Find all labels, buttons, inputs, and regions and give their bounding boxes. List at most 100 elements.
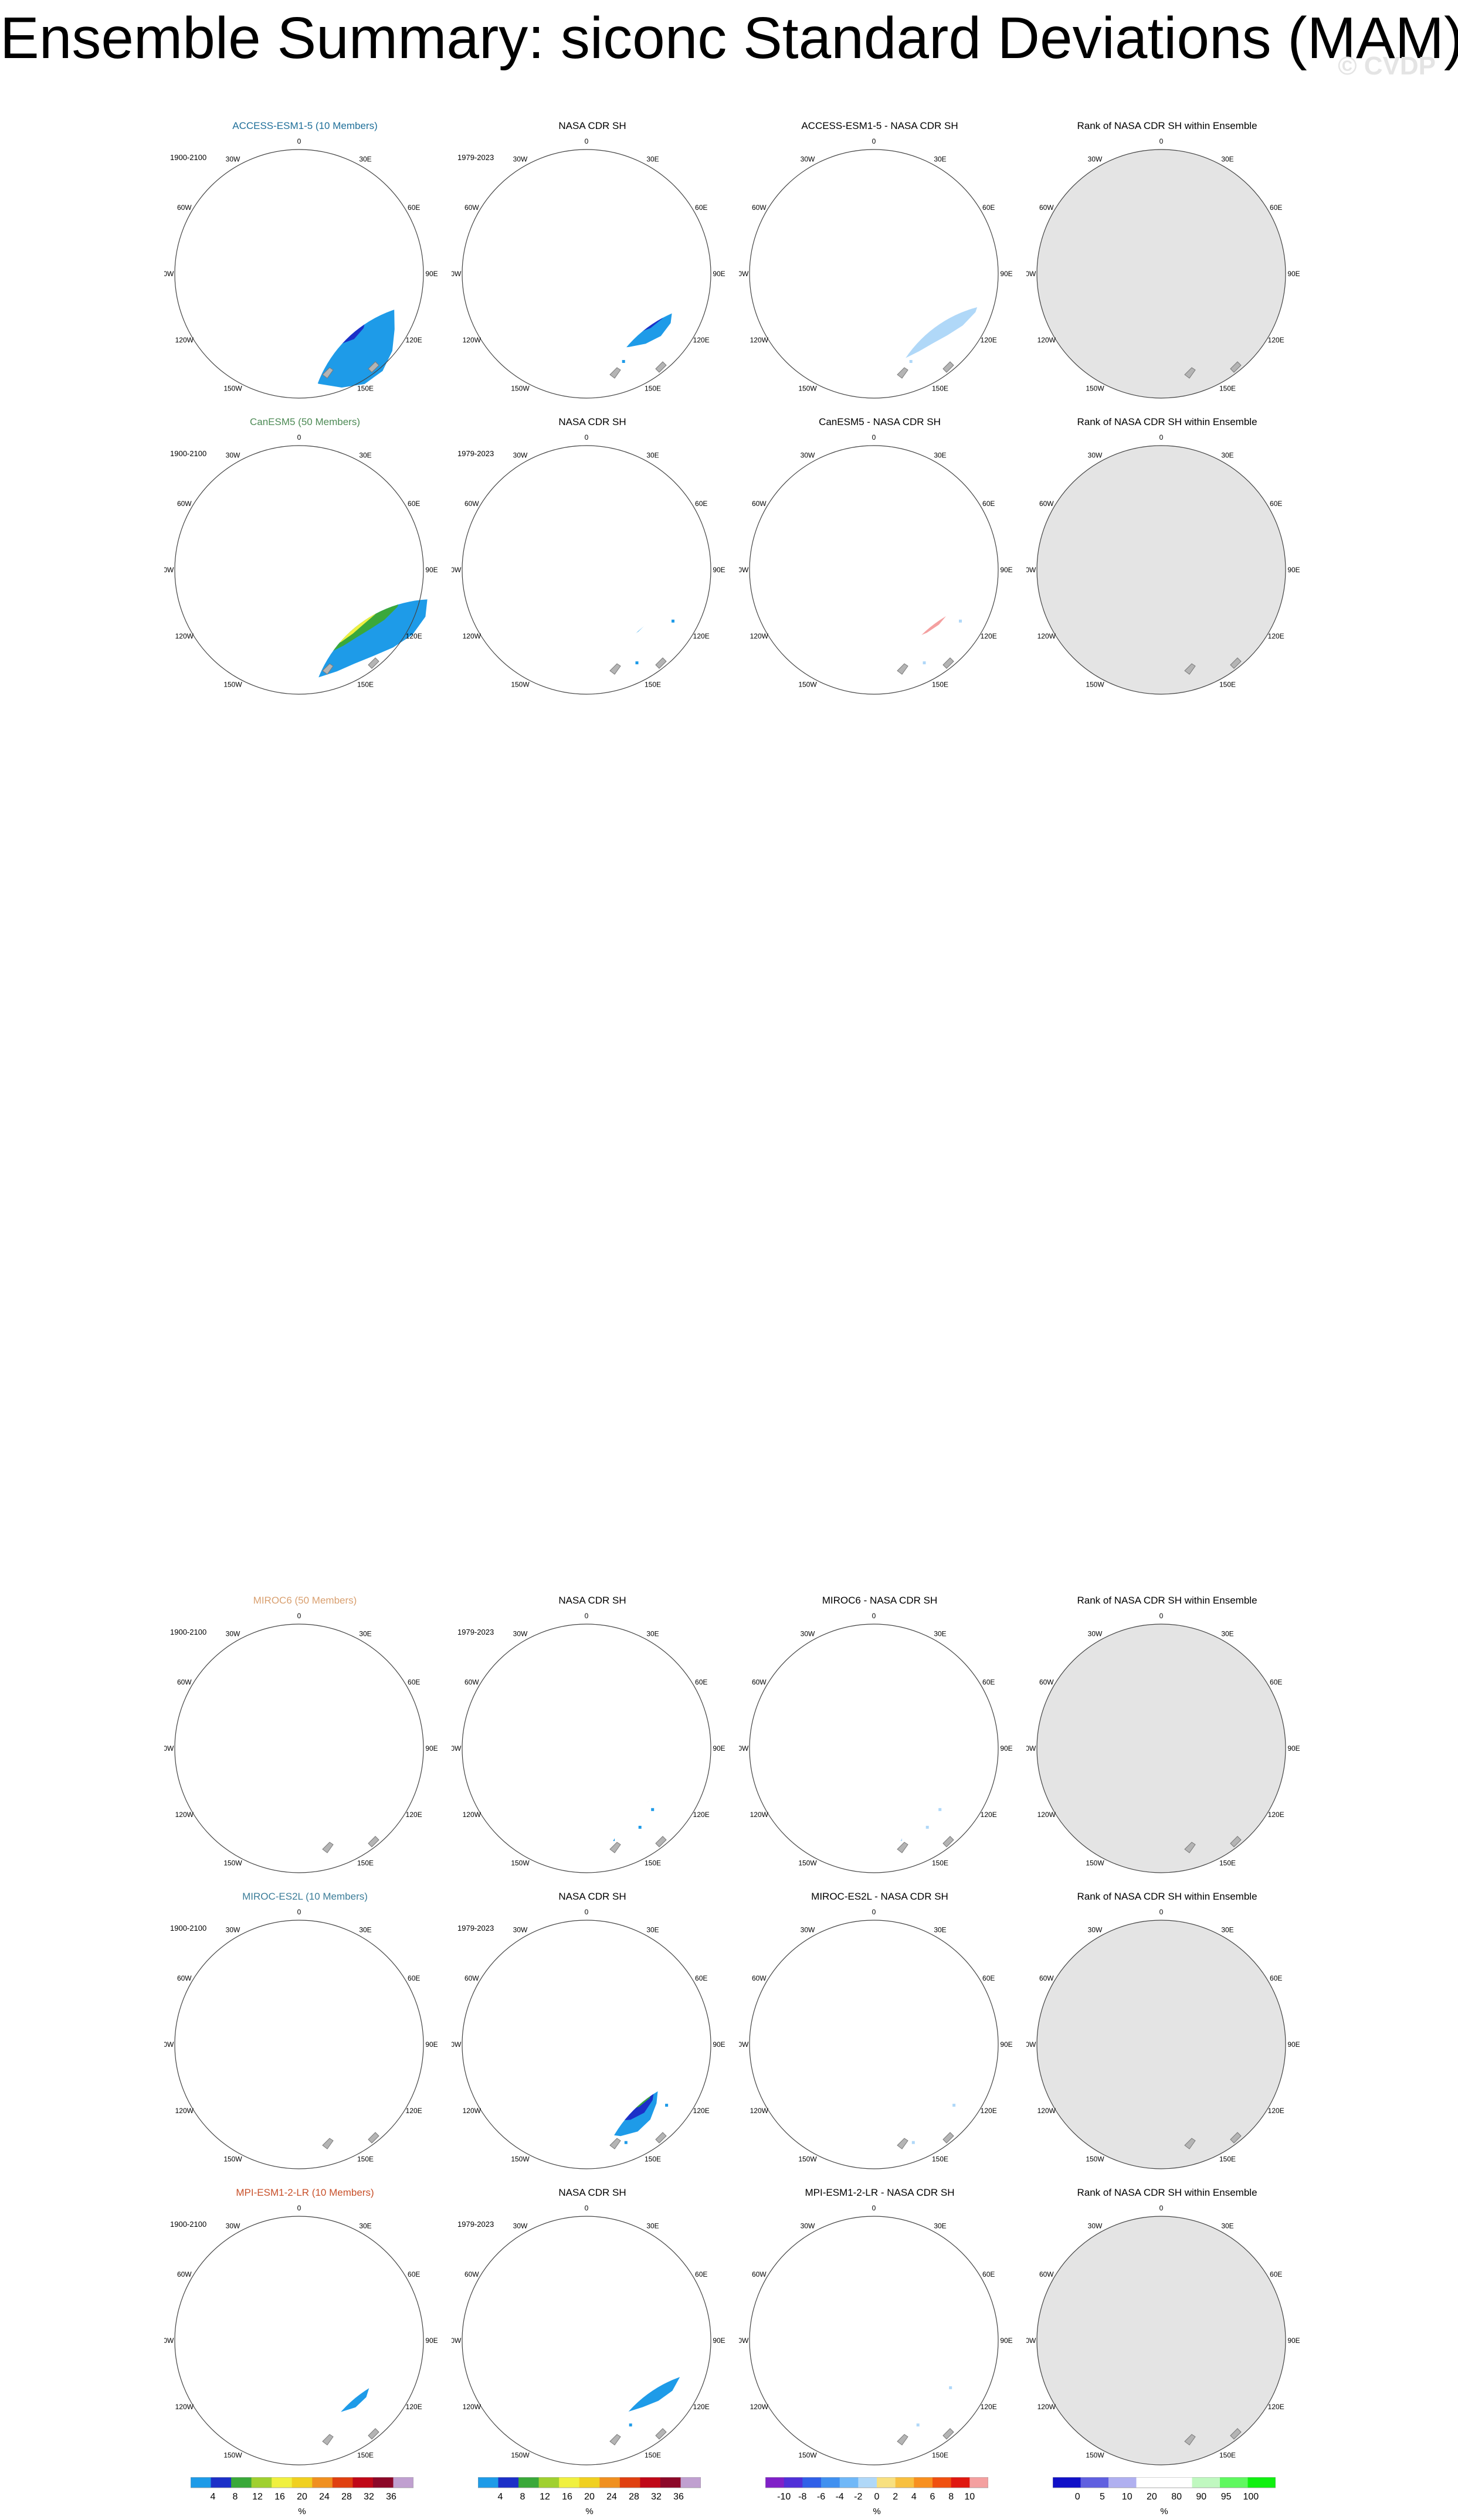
- longitude-label: 150W: [1086, 2451, 1104, 2460]
- longitude-label: 60E: [982, 2270, 995, 2278]
- colorbar-swatch: [538, 2477, 560, 2488]
- longitude-label: 120E: [406, 2107, 422, 2115]
- longitude-label: 90W: [164, 2040, 174, 2049]
- longitude-label: 120W: [750, 336, 769, 344]
- longitude-label: 60E: [408, 1974, 420, 1982]
- longitude-label: 60W: [464, 1678, 479, 1686]
- colorbar-swatch: [231, 2477, 252, 2488]
- map-border: [749, 1624, 999, 1873]
- longitude-label: 30E: [646, 2222, 659, 2230]
- longitude-label: 60E: [408, 203, 420, 212]
- antarctica-land: [884, 2370, 954, 2446]
- longitude-label: 0: [872, 433, 876, 441]
- map-background: [462, 446, 711, 694]
- longitude-labels: 030E60E90E120E150E180150W120W90W60W30W: [452, 1612, 725, 1867]
- colorbar-std: 4 8 12 16 20 24 28 32 36%: [191, 2477, 413, 2519]
- longitude-label: 120E: [406, 2403, 422, 2411]
- map-panel-diff: MPI-ESM1-2-LR - NASA CDR SH 0 30E 60E 90E 120…: [739, 2187, 1020, 2468]
- longitude-label: 150W: [223, 2155, 242, 2164]
- longitude-label: 30W: [513, 2222, 528, 2230]
- colorbar-tick-label: -2: [854, 2492, 862, 2502]
- antarctica-land: [1172, 599, 1242, 675]
- map-panel-diff: ACCESS-ESM1-5 - NASA CDR SH 0 30E 60E 90E 120…: [739, 120, 1020, 402]
- longitude-labels: 030E60E90E120E150E180150W120W90W60W30W: [452, 137, 725, 393]
- rank-title: Rank of NASA CDR SH within Ensemble: [1077, 1891, 1257, 1902]
- longitude-label: 60W: [464, 2270, 479, 2278]
- colorbar-swatch: [599, 2477, 621, 2488]
- longitude-label: 0: [585, 1908, 589, 1916]
- longitude-label: 0: [1159, 137, 1164, 145]
- colorbar-tick-label: 5: [1100, 2492, 1105, 2502]
- colorbar-std: 4 8 12 16 20 24 28 32 36%: [478, 2477, 701, 2519]
- colorbar-swatch: [951, 2477, 970, 2488]
- colorbar-tick-label: 4: [211, 2492, 216, 2502]
- longitude-label: 30W: [1088, 1925, 1103, 1934]
- longitude-label: 0: [1159, 1908, 1164, 1916]
- colorbar-swatch: [1164, 2477, 1192, 2488]
- longitude-label: 120W: [463, 2403, 482, 2411]
- map-panel-obs: NASA CDR SH1979-2023030E60E90E120E150E18…: [452, 416, 733, 698]
- obs-title: NASA CDR SH: [558, 1595, 626, 1606]
- longitude-label: 150E: [1219, 1859, 1236, 1867]
- map-border: [1036, 1920, 1286, 2169]
- longitude-label: 90E: [1287, 270, 1300, 278]
- colorbar-swatch: [579, 2477, 600, 2488]
- longitude-label: 90E: [1287, 566, 1300, 574]
- colorbar-swatch: [1053, 2477, 1081, 2488]
- colorbar-rank: 0 5 10 20 80 90 95 100%: [1053, 2477, 1276, 2519]
- longitude-label: 60W: [1039, 2270, 1054, 2278]
- colorbar-swatch: [332, 2477, 353, 2488]
- longitude-labels: 030E60E90E120E150E180150W120W90W60W30W: [452, 1908, 725, 2164]
- longitude-label: 120E: [981, 632, 997, 640]
- colorbar-swatch: [1192, 2477, 1220, 2488]
- longitude-label: 90E: [1000, 566, 1012, 574]
- colorbar-swatch: [251, 2477, 272, 2488]
- colorbar-unit: %: [1160, 2507, 1168, 2516]
- longitude-label: 120E: [693, 2107, 710, 2115]
- colorbar-swatch: [969, 2477, 988, 2488]
- longitude-label: 120E: [406, 336, 422, 344]
- longitude-label: 30E: [934, 155, 946, 163]
- colorbar-tick-label: 24: [606, 2492, 617, 2502]
- map-border: [174, 1920, 424, 2169]
- longitude-labels: 030E60E90E120E150E180150W120W90W60W30W: [452, 2204, 725, 2460]
- colorbar-tick-label: 4: [498, 2492, 503, 2502]
- longitude-label: 120E: [406, 1811, 422, 1819]
- longitude-label: 120W: [750, 2107, 769, 2115]
- longitude-label: 30W: [226, 1629, 240, 1638]
- longitude-label: 0: [585, 2204, 589, 2212]
- colorbar-tick-label: 90: [1196, 2492, 1206, 2502]
- polar-map: 030E60E90E120E150E180150W120W90W60W30W: [1026, 433, 1300, 695]
- longitude-label: 0: [872, 2204, 876, 2212]
- longitude-label: 150W: [1086, 681, 1104, 689]
- ice-edge-cells: [629, 2386, 665, 2427]
- longitude-label: 30E: [1221, 1629, 1233, 1638]
- map-panel-model: MIROC6 (50 Members) 1900-2100 0 30E 60E 90E 12…: [164, 1595, 446, 1876]
- map-border: [1036, 1624, 1286, 1873]
- longitude-label: 90W: [452, 1744, 462, 1753]
- longitude-label: 120E: [1268, 2403, 1284, 2411]
- longitude-label: 150W: [223, 681, 242, 689]
- longitude-label: 60W: [752, 2270, 767, 2278]
- longitude-label: 120W: [175, 2403, 194, 2411]
- polar-map: 030E60E90E120E150E180150W120W90W60W30W: [452, 2204, 725, 2465]
- map-panel-rank: Rank of NASA CDR SH within Ensemble 0 30E 6…: [1026, 120, 1308, 402]
- map-panel-rank: Rank of NASA CDR SH within Ensemble 0 30E 6…: [1026, 2187, 1308, 2468]
- longitude-label: 90W: [452, 2336, 462, 2345]
- antarctica-land: [884, 2074, 954, 2149]
- map-panel-diff: CanESM5 - NASA CDR SH 0 30E 60E 90E 120E 150E 1…: [739, 416, 1020, 698]
- longitude-labels: 030E60E90E120E150E180150W120W90W60W30W: [164, 433, 438, 689]
- colorbar-swatch: [839, 2477, 859, 2488]
- longitude-label: 60E: [982, 500, 995, 508]
- map-background: [462, 2216, 711, 2465]
- colorbar-swatch: [478, 2477, 499, 2488]
- colorbar-swatch: [821, 2477, 840, 2488]
- longitude-label: 150W: [798, 2451, 817, 2460]
- model-title: ACCESS-ESM1-5 (10 Members): [232, 120, 378, 131]
- polar-map: 030E60E90E120E150E180150W120W90W60W30W: [452, 433, 725, 695]
- colorbar-tick-label: 20: [297, 2492, 307, 2502]
- longitude-label: 0: [297, 433, 301, 441]
- longitude-label: 0: [872, 1908, 876, 1916]
- colorbar-unit: %: [298, 2507, 306, 2516]
- longitude-label: 150W: [223, 1859, 242, 1867]
